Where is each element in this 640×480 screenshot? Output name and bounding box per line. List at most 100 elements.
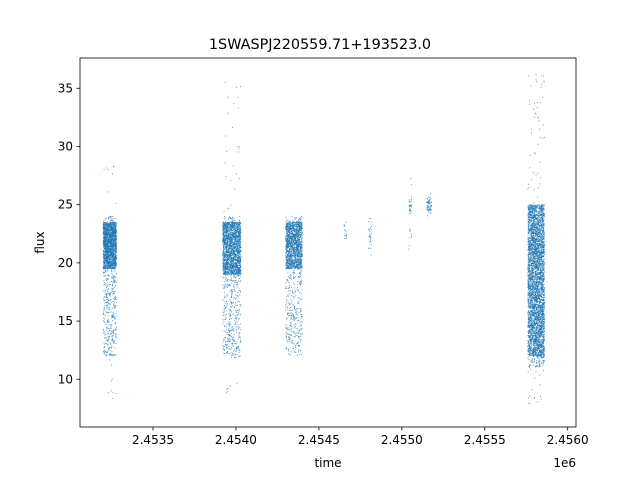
data-point xyxy=(230,291,232,293)
data-point xyxy=(223,320,225,322)
data-point xyxy=(229,279,231,281)
data-point xyxy=(239,264,241,266)
data-point xyxy=(236,259,238,261)
data-point xyxy=(236,354,238,356)
data-point xyxy=(238,220,241,222)
data-point xyxy=(110,390,112,392)
data-point xyxy=(105,266,107,268)
data-point xyxy=(223,240,225,242)
data-point xyxy=(106,289,108,291)
data-point xyxy=(234,263,236,265)
data-point xyxy=(109,303,111,305)
data-point xyxy=(230,306,232,308)
data-point xyxy=(229,270,232,272)
data-point xyxy=(115,235,117,237)
data-point xyxy=(112,307,114,309)
data-point xyxy=(113,252,115,254)
data-point xyxy=(229,238,231,241)
data-point xyxy=(227,390,229,393)
data-point xyxy=(233,270,235,273)
data-point xyxy=(225,265,227,268)
data-point xyxy=(112,227,114,229)
data-point xyxy=(105,310,107,313)
data-point xyxy=(106,277,108,280)
data-point xyxy=(234,188,236,190)
data-point xyxy=(228,272,230,274)
data-point xyxy=(114,255,116,257)
data-point xyxy=(226,326,228,328)
data-point xyxy=(109,216,111,218)
data-point xyxy=(229,231,231,233)
data-point xyxy=(103,245,105,248)
data-point xyxy=(114,265,116,267)
data-point xyxy=(228,257,230,259)
data-point xyxy=(223,296,226,299)
data-point xyxy=(230,318,232,320)
data-point xyxy=(109,217,112,219)
data-point xyxy=(227,248,229,250)
data-point xyxy=(237,224,240,226)
data-point xyxy=(233,334,235,336)
data-point xyxy=(227,249,229,252)
data-point xyxy=(238,178,240,180)
data-point xyxy=(231,271,233,273)
data-point xyxy=(107,250,109,252)
data-point xyxy=(229,385,231,387)
data-point xyxy=(232,252,234,254)
data-point xyxy=(103,299,105,301)
data-point xyxy=(235,324,237,326)
data-point xyxy=(106,301,108,303)
data-point xyxy=(236,257,238,259)
data-point xyxy=(112,397,114,399)
data-point xyxy=(112,333,115,335)
data-point xyxy=(106,308,108,310)
data-point xyxy=(109,259,111,262)
data-point xyxy=(228,337,230,339)
data-point xyxy=(111,287,113,290)
data-point xyxy=(238,355,240,357)
data-point xyxy=(236,273,238,275)
data-point xyxy=(103,169,105,171)
data-point xyxy=(238,261,240,263)
data-point xyxy=(103,271,105,273)
data-point xyxy=(231,268,233,270)
data-point xyxy=(110,244,112,246)
data-point xyxy=(225,284,227,286)
data-point xyxy=(114,243,116,245)
data-point xyxy=(115,222,117,224)
data-point xyxy=(237,238,239,240)
data-point xyxy=(240,255,242,257)
data-point xyxy=(226,283,228,285)
data-point xyxy=(105,284,107,287)
data-point xyxy=(227,237,229,239)
data-point xyxy=(227,273,229,275)
data-point xyxy=(235,244,237,246)
data-point xyxy=(115,393,117,395)
data-point xyxy=(114,318,116,320)
data-point xyxy=(115,335,117,337)
data-point xyxy=(235,341,237,343)
data-point xyxy=(235,268,237,270)
data-point xyxy=(113,166,115,168)
data-point xyxy=(230,335,232,337)
data-point xyxy=(235,241,237,243)
data-point xyxy=(111,331,113,333)
data-point xyxy=(115,343,117,345)
data-point xyxy=(236,286,238,288)
data-point xyxy=(239,350,241,352)
data-point xyxy=(226,274,228,276)
data-point xyxy=(106,306,108,309)
data-point xyxy=(111,340,113,342)
data-point xyxy=(228,284,230,286)
data-point xyxy=(109,225,111,227)
data-point xyxy=(222,323,224,325)
data-point xyxy=(105,232,107,234)
data-point xyxy=(230,232,232,234)
data-point xyxy=(112,338,114,340)
data-point xyxy=(103,247,105,249)
data-point xyxy=(107,257,109,259)
data-point xyxy=(112,241,115,243)
data-point xyxy=(115,224,117,226)
data-point xyxy=(112,281,114,283)
